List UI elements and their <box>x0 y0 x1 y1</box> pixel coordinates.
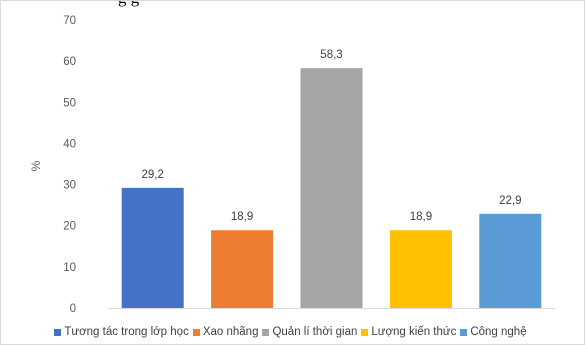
y-tick-label: 50 <box>63 97 76 109</box>
bar <box>121 187 184 308</box>
legend-item: Tương tác trong lớp học <box>54 326 189 338</box>
legend-item: Công nghệ <box>460 326 527 338</box>
bar <box>389 230 452 308</box>
y-tick-label: 0 <box>70 303 76 315</box>
legend-swatch <box>460 328 468 336</box>
legend-label: Tương tác trong lớp học <box>64 326 189 338</box>
data-label: 22,9 <box>499 195 521 207</box>
bar <box>479 213 542 308</box>
legend-swatch <box>54 328 62 336</box>
legend-label: Công nghệ <box>470 326 527 338</box>
cropped-heading-text: g g <box>118 0 139 8</box>
legend-swatch <box>192 328 200 336</box>
y-tick-label: 10 <box>63 262 76 274</box>
y-axis-label: % <box>29 160 43 171</box>
y-tick-label: 60 <box>63 56 76 68</box>
chart-legend: Tương tác trong lớp học Xao nhãng Quản lí … <box>0 326 585 338</box>
y-tick-label: 30 <box>63 180 76 192</box>
y-tick-label: 20 <box>63 221 76 233</box>
data-label: 29,2 <box>142 169 164 181</box>
data-label: 18,9 <box>231 211 253 223</box>
legend-item: Quản lí thời gian <box>262 326 357 338</box>
legend-swatch <box>361 328 369 336</box>
legend-label: Xao nhãng <box>202 326 259 338</box>
legend-label: Lượng kiến thức <box>371 326 457 338</box>
bar <box>300 68 363 308</box>
legend-item: Xao nhãng <box>192 326 259 338</box>
data-label: 58,3 <box>320 49 342 61</box>
data-label: 18,9 <box>410 211 432 223</box>
legend-label: Quản lí thời gian <box>272 326 358 338</box>
legend-swatch <box>262 328 270 336</box>
y-tick-label: 40 <box>63 138 76 150</box>
legend-item: Lượng kiến thức <box>361 326 456 338</box>
bar <box>211 230 274 308</box>
y-tick-label: 70 <box>63 15 76 27</box>
